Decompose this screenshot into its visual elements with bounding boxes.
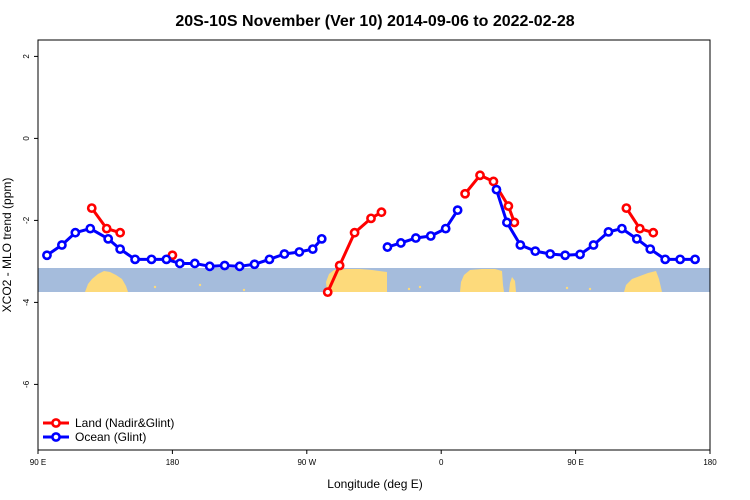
data-point — [130, 254, 140, 265]
data-point — [690, 254, 700, 265]
data-point — [161, 254, 172, 265]
data-point — [545, 249, 556, 259]
x-tick-label: 90 W — [297, 458, 316, 467]
y-tick-label: 0 — [22, 136, 31, 141]
land-shape — [624, 271, 662, 292]
data-point — [530, 246, 541, 257]
series-ocean-glint- — [42, 184, 700, 272]
data-point — [634, 223, 645, 234]
land-shape — [326, 269, 387, 292]
data-point — [631, 233, 642, 244]
data-point — [322, 287, 333, 298]
data-point — [316, 233, 327, 244]
y-axis: 2 0 -2 -4 -6 — [22, 54, 38, 388]
island-dot — [153, 285, 157, 289]
data-point — [294, 247, 305, 257]
data-point — [376, 207, 387, 218]
land-shape — [460, 269, 504, 292]
x-tick-label: 180 — [166, 458, 180, 467]
data-point — [307, 244, 318, 254]
data-point — [264, 254, 275, 265]
data-point — [204, 261, 215, 272]
y-tick-label: -4 — [22, 298, 31, 306]
data-point — [410, 233, 421, 243]
series-line — [46, 227, 323, 268]
map-strip — [38, 268, 710, 292]
data-point — [174, 258, 185, 269]
data-point — [382, 242, 393, 252]
data-point — [219, 260, 230, 271]
island-dot — [565, 286, 569, 290]
data-point — [515, 240, 526, 250]
data-point — [575, 249, 585, 260]
data-point — [502, 217, 512, 228]
legend-label: Land (Nadir&Glint) — [75, 416, 174, 430]
data-point — [603, 226, 614, 237]
data-point — [395, 238, 406, 248]
legend-label: Ocean (Glint) — [75, 430, 146, 444]
x-tick-label: 180 — [703, 458, 717, 467]
data-point — [249, 259, 260, 270]
legend-marker — [51, 432, 61, 442]
data-point — [616, 223, 627, 234]
data-point — [440, 223, 451, 234]
data-point — [452, 205, 463, 216]
data-point — [56, 240, 67, 250]
data-point — [103, 233, 114, 244]
data-point — [334, 260, 345, 271]
data-point — [279, 249, 290, 259]
data-point — [645, 244, 656, 254]
data-point — [101, 223, 112, 234]
data-point — [349, 227, 360, 238]
y-axis-label: XCO2 - MLO trend (ppm) — [0, 178, 14, 313]
data-point — [85, 223, 96, 234]
data-point — [234, 261, 245, 272]
y-tick-label: -6 — [22, 380, 31, 388]
data-point — [460, 188, 470, 199]
data-point — [146, 254, 157, 265]
data-point — [503, 201, 514, 211]
x-tick-label: 90 E — [567, 458, 583, 467]
data-point — [491, 184, 502, 195]
chart-title: 20S-10S November (Ver 10) 2014-09-06 to … — [175, 13, 574, 30]
legend: Land (Nadir&Glint)Ocean (Glint) — [43, 416, 174, 444]
data-point — [648, 227, 659, 238]
land-shape — [509, 277, 516, 292]
data-point — [115, 227, 126, 238]
island-dot — [407, 287, 411, 291]
island-dot — [418, 285, 422, 289]
data-point — [475, 170, 485, 181]
series-land-nadir-glint- — [86, 170, 659, 298]
x-axis: 90 E 180 90 W 0 90 E 180 — [30, 450, 717, 467]
y-tick-label: 2 — [22, 54, 31, 59]
data-point — [488, 176, 499, 187]
data-point — [366, 213, 376, 224]
series-layer — [42, 170, 700, 298]
data-point — [588, 240, 599, 250]
legend-marker — [51, 418, 61, 428]
island-dot — [242, 288, 246, 292]
plot-frame — [37, 39, 711, 451]
data-point — [42, 250, 52, 261]
data-point — [425, 231, 436, 241]
data-point — [115, 244, 126, 254]
x-axis-label: Longitude (deg E) — [327, 477, 422, 491]
island-dot — [588, 287, 592, 291]
data-point — [621, 203, 632, 213]
data-point — [675, 254, 686, 265]
x-tick-label: 0 — [439, 458, 444, 467]
island-dot — [198, 283, 202, 287]
land-shape — [85, 271, 128, 292]
data-point — [560, 250, 571, 261]
data-point — [660, 254, 671, 265]
x-tick-label: 90 E — [30, 458, 46, 467]
data-point — [189, 258, 200, 269]
data-point — [86, 203, 97, 213]
data-point — [70, 227, 81, 238]
y-tick-label: -2 — [22, 216, 31, 224]
data-point — [509, 217, 520, 228]
